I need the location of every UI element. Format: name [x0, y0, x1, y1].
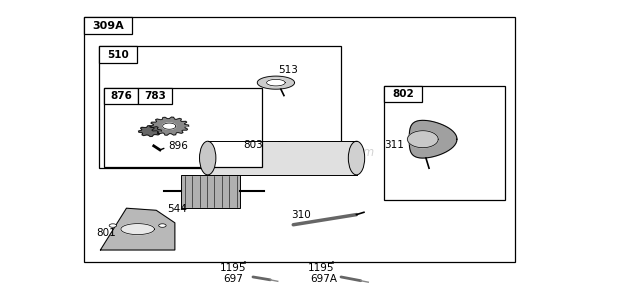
Ellipse shape — [200, 141, 216, 175]
Text: 510: 510 — [107, 50, 129, 60]
Bar — [182, 175, 241, 208]
Polygon shape — [267, 79, 285, 86]
Ellipse shape — [348, 141, 365, 175]
Text: eReplacementParts.com: eReplacementParts.com — [231, 146, 374, 159]
Bar — [104, 88, 138, 104]
Text: 310: 310 — [291, 210, 311, 220]
Text: 876: 876 — [110, 91, 132, 101]
Polygon shape — [150, 117, 188, 135]
Polygon shape — [139, 126, 161, 136]
Bar — [138, 88, 172, 104]
Text: 896: 896 — [169, 141, 188, 151]
Text: 1195: 1195 — [220, 263, 247, 273]
Text: 801: 801 — [97, 229, 117, 238]
Bar — [384, 86, 422, 102]
Text: 803: 803 — [244, 140, 264, 150]
Polygon shape — [257, 76, 294, 89]
Polygon shape — [162, 123, 176, 129]
Text: 783: 783 — [144, 91, 166, 101]
Text: 697: 697 — [223, 274, 243, 284]
Bar — [99, 46, 137, 63]
Text: 1195: 1195 — [308, 263, 334, 273]
Bar — [104, 88, 262, 167]
Bar — [208, 141, 356, 175]
Bar — [384, 86, 505, 200]
Text: °: ° — [330, 261, 334, 271]
Text: °: ° — [242, 261, 246, 271]
Text: 309A: 309A — [92, 21, 124, 31]
Bar — [99, 46, 341, 168]
Text: 697A: 697A — [311, 274, 338, 284]
Ellipse shape — [159, 224, 166, 227]
Polygon shape — [121, 224, 154, 235]
Polygon shape — [100, 208, 175, 250]
Bar — [84, 17, 515, 262]
Ellipse shape — [109, 224, 117, 227]
Text: 311: 311 — [384, 140, 404, 150]
Text: 513: 513 — [278, 65, 298, 75]
Text: 802: 802 — [392, 89, 414, 99]
Text: 544: 544 — [167, 204, 187, 214]
Polygon shape — [407, 131, 438, 148]
Bar — [84, 17, 132, 34]
Polygon shape — [409, 120, 457, 158]
